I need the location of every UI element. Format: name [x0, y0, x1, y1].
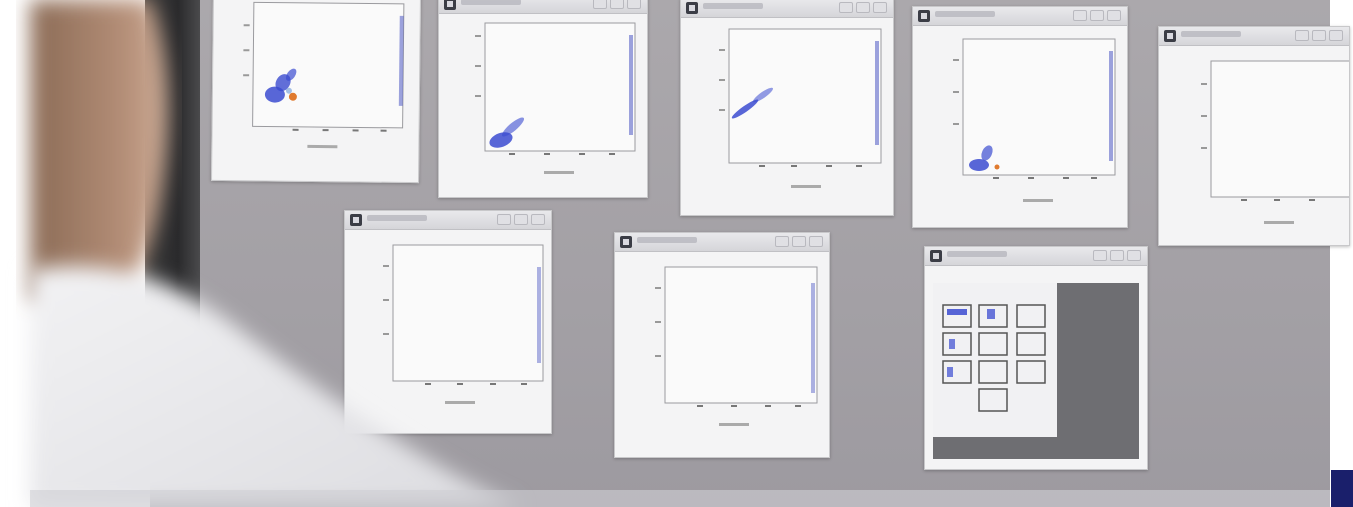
thumbnail-navigator-window[interactable] [924, 246, 1148, 470]
window-icon [350, 214, 362, 226]
close-button[interactable] [809, 236, 823, 247]
scatter-plot-1 [243, 1, 405, 149]
scatter-plot-4 [953, 38, 1116, 202]
monitor-bezel [145, 0, 200, 350]
window-titlebar[interactable] [1159, 27, 1349, 46]
thumbnail-grid[interactable] [925, 247, 1147, 469]
close-button[interactable] [627, 0, 641, 9]
window-titlebar[interactable] [925, 247, 1147, 266]
window-titlebar[interactable] [345, 211, 551, 230]
maximize-button[interactable] [1090, 10, 1104, 21]
minimize-button[interactable] [839, 2, 853, 13]
maximize-button[interactable] [792, 236, 806, 247]
minimize-button[interactable] [1073, 10, 1087, 21]
maximize-button[interactable] [610, 0, 624, 9]
scatter-plot-3 [719, 28, 882, 188]
maximize-button[interactable] [1110, 250, 1124, 261]
scatter-plot-2 [475, 22, 636, 174]
window-icon [686, 2, 698, 14]
window-icon [620, 236, 632, 248]
thumbnail-icon [930, 250, 942, 262]
maximize-button[interactable] [856, 2, 870, 13]
close-button[interactable] [1127, 250, 1141, 261]
window-titlebar[interactable] [439, 0, 647, 14]
plot-window-6[interactable] [344, 210, 552, 434]
scatter-plot-7 [655, 266, 818, 426]
window-icon [1164, 30, 1176, 42]
plot-window-1[interactable] [211, 0, 421, 184]
scatter-plot-5 [1201, 60, 1349, 224]
plot-window-7[interactable] [614, 232, 830, 458]
maximize-button[interactable] [1312, 30, 1326, 41]
corner-block [1331, 470, 1353, 507]
minimize-button[interactable] [497, 214, 511, 225]
close-button[interactable] [1329, 30, 1343, 41]
maximize-button[interactable] [514, 214, 528, 225]
plot-window-4[interactable] [912, 6, 1128, 228]
plot-window-3[interactable] [680, 0, 894, 216]
minimize-button[interactable] [593, 0, 607, 9]
window-icon [444, 0, 456, 10]
minimize-button[interactable] [775, 236, 789, 247]
close-button[interactable] [531, 214, 545, 225]
minimize-button[interactable] [1093, 250, 1107, 261]
plot-window-2[interactable] [438, 0, 648, 198]
close-button[interactable] [873, 2, 887, 13]
close-button[interactable] [1107, 10, 1121, 21]
window-titlebar[interactable] [681, 0, 893, 18]
window-titlebar[interactable] [913, 7, 1127, 26]
window-icon [918, 10, 930, 22]
window-titlebar[interactable] [615, 233, 829, 252]
minimize-button[interactable] [1295, 30, 1309, 41]
scatter-plot-6 [383, 244, 544, 404]
plot-window-5[interactable] [1158, 26, 1350, 246]
